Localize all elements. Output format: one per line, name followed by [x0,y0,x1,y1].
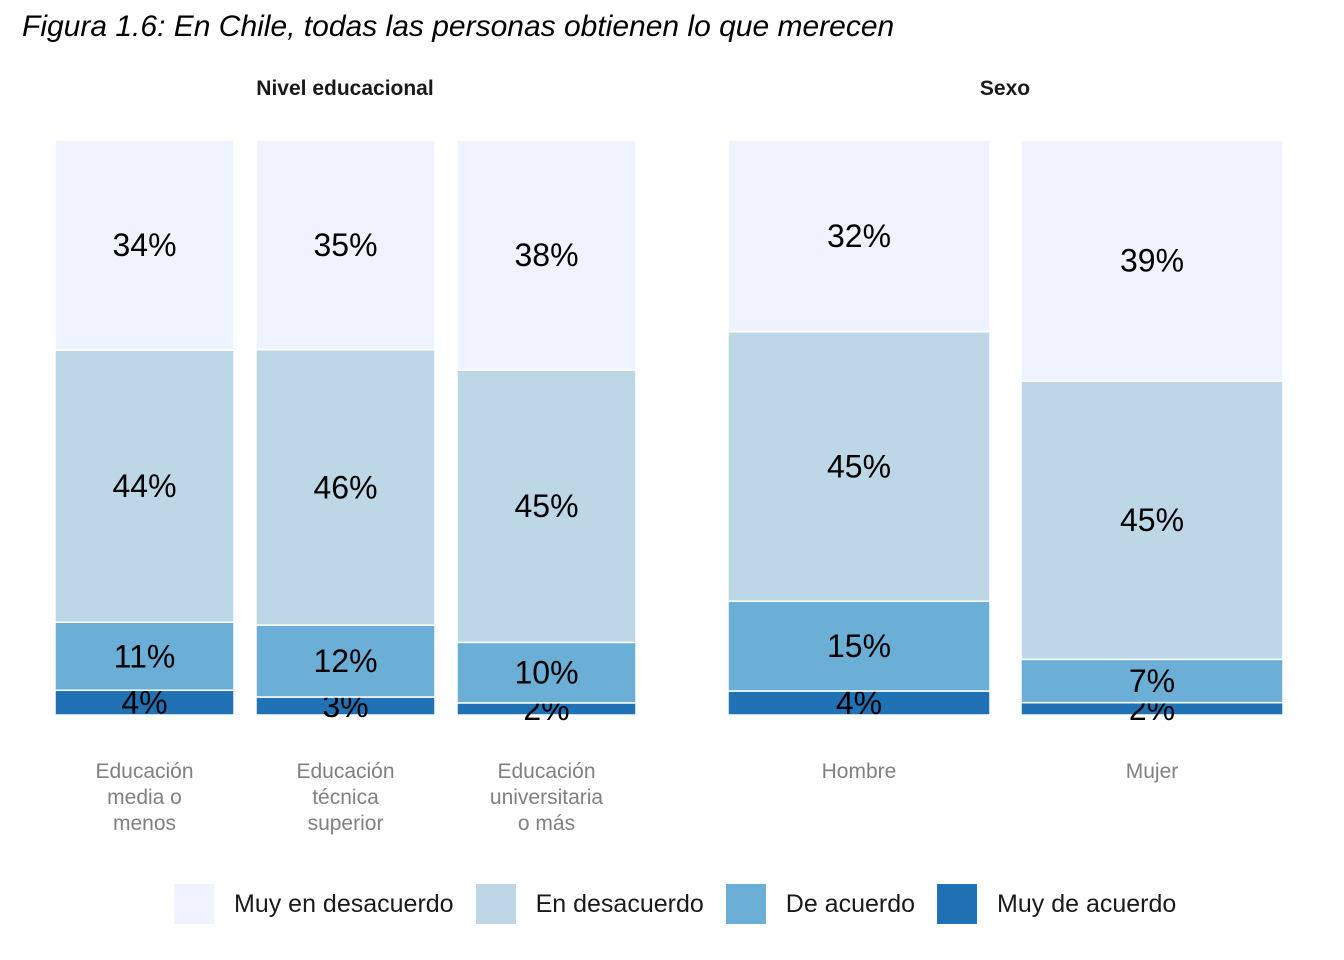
bar-segment-en-desacuerdo [1020,380,1284,661]
bar-segment-muy-en-desacuerdo [1020,139,1284,382]
x-tick-label: Educación [296,760,394,783]
data-label-muy-en-desacuerdo: 39% [1120,243,1184,279]
data-label-muy-en-desacuerdo: 35% [313,227,377,263]
data-label-de-acuerdo: 10% [514,655,578,691]
bar-segment-muy-de-acuerdo [54,689,235,716]
data-label-de-acuerdo: 15% [827,628,891,664]
data-label-muy-en-desacuerdo: 38% [514,237,578,273]
data-label-en-desacuerdo: 45% [514,488,578,524]
x-tick-label: menos [113,812,176,835]
x-tick-label: o más [518,812,575,835]
legend-swatch-muy-en-desacuerdo [174,884,214,924]
legend-item-de-acuerdo: De acuerdo [725,884,916,924]
legend-label-en-desacuerdo: En desacuerdo [535,889,704,918]
x-tick-label: Educación [497,760,595,783]
bar-segment-de-acuerdo [54,621,235,692]
data-label-de-acuerdo: 11% [114,638,176,674]
data-label-de-acuerdo: 7% [1129,663,1175,699]
data-label-en-desacuerdo: 44% [112,468,176,504]
x-tick-label: media o [107,786,182,809]
bar-segment-de-acuerdo [456,641,637,704]
data-label-en-desacuerdo: 45% [1120,502,1184,538]
x-tick-label: técnica [312,786,379,809]
x-tick-label: Hombre [822,760,897,783]
legend: Muy en desacuerdo En desacuerdo De acuer… [174,884,1198,924]
data-label-en-desacuerdo: 46% [313,469,377,505]
bar-segment-en-desacuerdo [456,369,637,644]
bar-segment-en-desacuerdo [255,348,436,626]
x-tick-label: Educación [95,760,193,783]
bar-segment-en-desacuerdo [727,330,991,602]
bar-segment-en-desacuerdo [54,349,235,624]
bar-segment-de-acuerdo [1020,658,1284,704]
legend-label-de-acuerdo: De acuerdo [785,889,916,918]
bar-segment-muy-en-desacuerdo [54,139,235,351]
legend-swatch-en-desacuerdo [475,884,516,924]
legend-item-muy-de-acuerdo: Muy de acuerdo [937,884,1176,924]
panel-title: Nivel educacional [256,77,433,100]
legend-item-en-desacuerdo: En desacuerdo [475,884,704,924]
x-tick-label: Mujer [1126,760,1179,783]
stacked-bar-chart: Nivel educacional4%11%44%34%Educaciónmed… [54,77,1284,835]
legend-label-muy-en-desacuerdo: Muy en desacuerdo [234,889,454,918]
figure-title: Figura 1.6: En Chile, todas las personas… [22,10,895,43]
data-label-de-acuerdo: 12% [313,643,377,679]
x-tick-label: universitaria [490,786,604,809]
legend-swatch-de-acuerdo [725,884,766,924]
panel-title: Sexo [980,77,1030,100]
bar-segment-muy-en-desacuerdo [255,139,436,351]
bar-segment-muy-en-desacuerdo [456,139,637,371]
data-label-muy-en-desacuerdo: 32% [827,218,891,254]
legend-swatch-muy-de-acuerdo [937,884,978,924]
bar-segment-muy-en-desacuerdo [727,139,991,333]
data-label-en-desacuerdo: 45% [827,448,891,484]
legend-item-muy-en-desacuerdo: Muy en desacuerdo [174,884,454,924]
data-label-muy-en-desacuerdo: 34% [112,227,176,263]
bar-segment-de-acuerdo [255,624,436,698]
x-tick-label: superior [308,812,384,835]
legend-label-muy-de-acuerdo: Muy de acuerdo [997,889,1177,918]
